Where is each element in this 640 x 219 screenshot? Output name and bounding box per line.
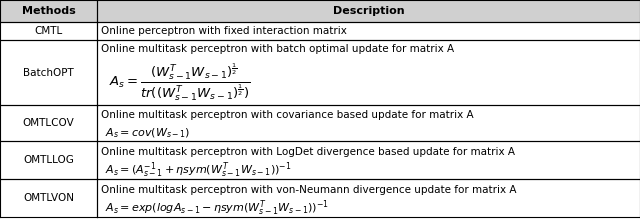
- Text: Online multitask perceptron with covariance based update for matrix A: Online multitask perceptron with covaria…: [101, 110, 474, 120]
- Text: Online multitask perceptron with von-Neumann divergence update for matrix A: Online multitask perceptron with von-Neu…: [101, 185, 516, 195]
- Text: $A_s = cov(W_{s-1})$: $A_s = cov(W_{s-1})$: [105, 126, 191, 140]
- Text: Description: Description: [333, 6, 404, 16]
- Text: OMTLLOG: OMTLLOG: [23, 155, 74, 165]
- Text: $A_s = (A_{s-1}^{-1} + \eta sym(W_{s-1}^T W_{s-1}))^{-1}$: $A_s = (A_{s-1}^{-1} + \eta sym(W_{s-1}^…: [105, 161, 292, 180]
- Text: Online multitask perceptron with batch optimal update for matrix A: Online multitask perceptron with batch o…: [101, 44, 454, 54]
- Text: Online multitask perceptron with LogDet divergence based update for matrix A: Online multitask perceptron with LogDet …: [101, 147, 515, 157]
- Bar: [0, 0, 97, 22]
- Text: $A_s = \dfrac{(W_{s-1}^T W_{s-1})^{\frac{1}{2}}}{tr((W_{s-1}^T W_{s-1})^{\frac{1: $A_s = \dfrac{(W_{s-1}^T W_{s-1})^{\frac…: [109, 61, 251, 103]
- Text: OMTLVON: OMTLVON: [23, 193, 74, 203]
- Text: Methods: Methods: [22, 6, 76, 16]
- Text: Online perceptron with fixed interaction matrix: Online perceptron with fixed interaction…: [101, 26, 347, 36]
- Text: OMTLCOV: OMTLCOV: [23, 118, 74, 128]
- Bar: [97, 0, 640, 22]
- Text: CMTL: CMTL: [35, 26, 63, 36]
- Text: $A_s = exp(logA_{s-1} - \eta sym(W_{s-1}^T W_{s-1}))^{-1}$: $A_s = exp(logA_{s-1} - \eta sym(W_{s-1}…: [105, 199, 330, 218]
- Text: BatchOPT: BatchOPT: [23, 67, 74, 78]
